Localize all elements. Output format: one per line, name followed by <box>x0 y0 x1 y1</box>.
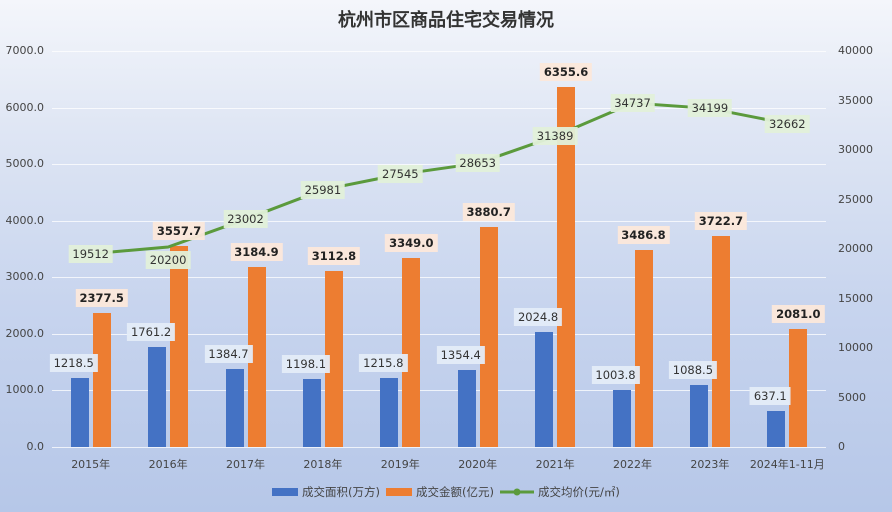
right-axis-tick: 40000 <box>838 44 873 57</box>
gridline <box>52 333 826 335</box>
data-label-amount: 6355.6 <box>539 63 593 82</box>
right-axis-tick: 35000 <box>838 93 873 107</box>
right-axis-tick: 30000 <box>838 143 873 156</box>
bar-area <box>612 390 631 447</box>
data-label-price: 32662 <box>765 114 810 133</box>
x-axis-tick: 2021年 <box>535 458 575 471</box>
data-label-amount: 3557.7 <box>152 221 206 240</box>
right-axis-tick: 0 <box>838 440 845 453</box>
bar-amount <box>634 249 653 447</box>
gridline <box>52 51 826 52</box>
gridline <box>52 277 826 279</box>
data-label-price: 23002 <box>223 210 268 229</box>
bar-amount <box>789 329 808 447</box>
data-label-amount: 2377.5 <box>75 288 128 307</box>
bar-area <box>70 378 89 447</box>
bar-amount <box>247 266 266 447</box>
left-axis-tick: 3000.0 <box>5 270 45 284</box>
bar-area <box>689 385 708 447</box>
legend-item-amount: 成交金额(亿元) <box>385 484 494 500</box>
data-label-amount: 3880.7 <box>462 203 515 222</box>
legend-label-area: 成交面积(万方) <box>302 485 380 499</box>
data-label-price: 28653 <box>455 154 500 173</box>
x-axis-tick: 2016年 <box>148 458 188 471</box>
price-line <box>90 101 788 256</box>
data-label-price: 25981 <box>300 180 346 199</box>
data-label-area: 1198.1 <box>281 355 331 374</box>
data-label-price: 20200 <box>145 251 191 270</box>
bar-amount <box>479 227 498 447</box>
x-axis-tick: 2020年 <box>458 458 498 471</box>
data-label-amount: 3184.9 <box>230 242 283 261</box>
data-label-area: 1088.5 <box>668 361 718 380</box>
gridline <box>52 447 826 448</box>
right-axis-tick: 20000 <box>838 242 873 255</box>
gridline <box>52 164 826 166</box>
x-axis-tick: 2017年 <box>226 458 265 471</box>
x-axis-tick: 2023年 <box>690 458 730 471</box>
bar-area <box>535 332 554 447</box>
x-axis-tick: 2015年 <box>71 458 111 471</box>
left-axis-tick: 0.0 <box>26 440 45 453</box>
right-axis-tick: 10000 <box>838 341 873 354</box>
data-label-amount: 3349.0 <box>385 233 438 252</box>
chart-title: 杭州市区商品住宅交易情况 <box>338 10 554 31</box>
left-axis-tick: 2000.0 <box>5 326 45 340</box>
data-label-amount: 2081.0 <box>772 305 825 324</box>
right-axis-tick: 5000 <box>838 390 866 404</box>
data-label-price: 31389 <box>532 127 578 146</box>
data-label-amount: 3722.7 <box>694 212 748 231</box>
legend-item-area: 成交面积(万方) <box>272 484 380 500</box>
data-label-price: 27545 <box>378 165 423 184</box>
right-axis-tick: 25000 <box>838 192 873 206</box>
data-label-area: 1384.7 <box>204 344 253 363</box>
right-axis-tick: 15000 <box>838 291 873 305</box>
data-label-price: 34199 <box>687 99 733 118</box>
data-label-area: 1215.8 <box>359 354 408 373</box>
left-axis-tick: 7000.0 <box>5 44 45 57</box>
gridline <box>52 220 826 222</box>
bar-amount <box>170 245 189 447</box>
data-label-amount: 3112.8 <box>307 246 361 265</box>
legend-label-price: 成交均价(元/㎡) <box>537 485 620 499</box>
left-axis-tick: 1000.0 <box>5 383 45 397</box>
bar-amount <box>711 236 730 447</box>
data-label-area: 2024.8 <box>513 308 563 327</box>
x-axis-tick: 2022年 <box>613 458 652 471</box>
bar-area <box>302 379 321 447</box>
bar-area <box>767 410 786 447</box>
gridline <box>52 390 826 392</box>
bar-area <box>380 378 399 447</box>
bar-amount <box>92 312 111 447</box>
left-axis-tick: 6000.0 <box>5 100 45 114</box>
bar-area <box>148 347 167 447</box>
data-label-area: 1218.5 <box>49 354 98 373</box>
x-axis-tick: 2019年 <box>380 458 420 471</box>
data-label-area: 1003.8 <box>591 366 640 385</box>
bar-amount <box>402 257 421 447</box>
legend-swatch-blue <box>272 488 298 496</box>
legend-swatch-orange <box>385 488 412 496</box>
legend-item-price: 成交均价(元/㎡) <box>499 484 620 500</box>
data-label-price: 34737 <box>610 94 655 113</box>
data-label-price: 19512 <box>68 244 113 263</box>
data-label-area: 1354.4 <box>436 346 485 365</box>
left-axis-tick: 5000.0 <box>5 157 45 171</box>
left-axis-tick: 4000.0 <box>5 213 45 227</box>
legend-line-marker-icon <box>499 488 534 496</box>
gridline <box>52 107 826 109</box>
legend-label-amount: 成交金额(亿元) <box>415 485 494 499</box>
bar-amount <box>324 270 343 447</box>
bar-amount <box>557 87 576 447</box>
legend: 成交面积(万方) 成交金额(亿元) 成交均价(元/㎡) <box>272 484 626 500</box>
x-axis-tick: 2024年1-11月 <box>749 458 825 471</box>
bar-area <box>457 370 476 447</box>
data-label-amount: 3486.8 <box>617 225 670 244</box>
x-axis-tick: 2018年 <box>303 458 343 471</box>
data-label-area: 1761.2 <box>126 323 176 342</box>
data-label-area: 637.1 <box>749 386 791 405</box>
bar-area <box>225 368 244 447</box>
